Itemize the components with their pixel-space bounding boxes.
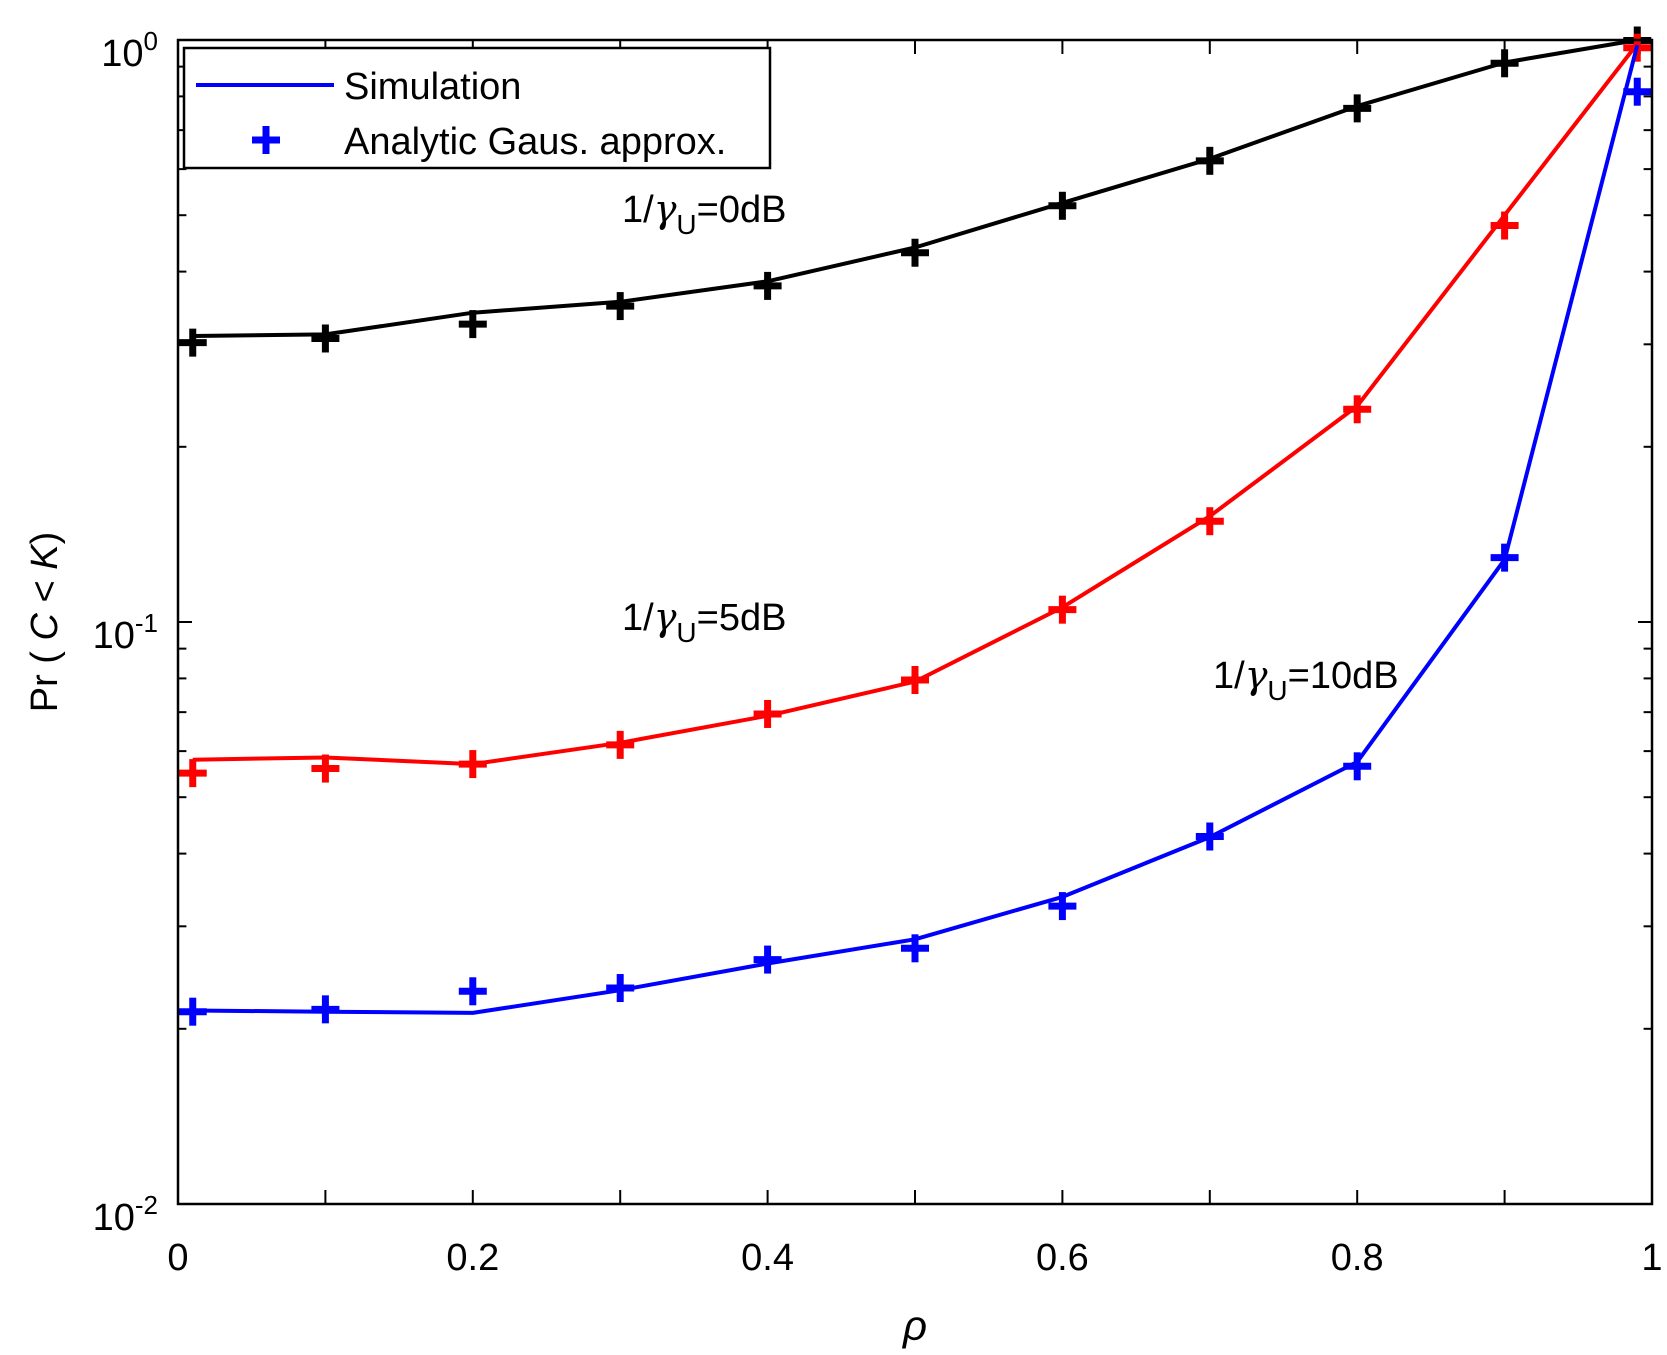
analytic-marker-series-2 [1623,77,1652,106]
analytic-marker-series-0 [901,238,929,267]
x-tick-label-1: 1 [1641,1237,1662,1279]
analytic-marker-series-2 [178,997,207,1026]
legend: Simulation Analytic Gaus. approx. [182,46,772,170]
analytic-marker-series-0 [1048,191,1077,220]
analytic-marker-series-1 [606,730,635,759]
x-axis-label: ρ [901,1302,927,1349]
analytic-marker-series-0 [178,328,207,357]
analytic-marker-series-2 [311,995,340,1024]
annotation-5db: 1/γU=5dB [622,595,786,648]
x-tick-label-0.8: 0.8 [1331,1237,1384,1279]
x-tick-label-0.2: 0.2 [446,1237,499,1279]
annotation-0db: 1/γU=0dB [622,187,786,240]
x-tick-label-0.6: 0.6 [1036,1237,1089,1279]
analytic-marker-series-1 [1490,211,1519,240]
series-layer [178,26,1652,1026]
legend-simulation-label: Simulation [344,66,521,108]
legend-box [182,46,772,170]
y-axis-label: Pr ( C < K) [24,532,66,713]
analytic-marker-series-2 [606,974,635,1003]
analytic-marker-series-1 [901,665,929,694]
analytic-marker-series-0 [311,324,340,353]
x-tick-label-0: 0 [167,1237,188,1279]
analytic-marker-series-1 [311,754,340,783]
analytic-marker-series-0 [458,310,487,339]
analytic-marker-series-1 [1195,507,1224,536]
y-tick-label-0.1: 10-1 [93,608,158,657]
analytic-marker-series-1 [178,759,207,788]
y-tick-label-1: 100 [101,26,158,75]
analytic-marker-series-1 [1048,595,1077,624]
analytic-marker-series-1 [1343,395,1372,424]
analytic-marker-series-2 [753,945,782,974]
analytic-marker-series-2 [1195,822,1224,851]
analytic-marker-series-2 [458,977,487,1006]
analytic-marker-series-2 [901,934,929,963]
analytic-marker-series-1 [753,699,782,728]
axes [176,38,1654,1206]
analytic-marker-series-0 [606,292,635,321]
legend-analytic-label: Analytic Gaus. approx. [344,121,726,163]
analytic-marker-series-0 [1343,94,1372,123]
y-tick-label-0.01: 10-2 [93,1190,158,1239]
analytic-marker-series-0 [1195,146,1224,175]
plot-area [178,40,1652,1204]
legend-analytic-marker [252,126,280,154]
analytic-marker-series-2 [1048,892,1077,921]
x-tick-label-0.4: 0.4 [741,1237,794,1279]
analytic-marker-series-2 [1490,543,1519,572]
analytic-marker-series-2 [1343,752,1372,781]
annotation-10db: 1/γU=10dB [1213,653,1399,706]
analytic-marker-series-1 [458,750,487,779]
analytic-marker-series-0 [753,271,782,300]
